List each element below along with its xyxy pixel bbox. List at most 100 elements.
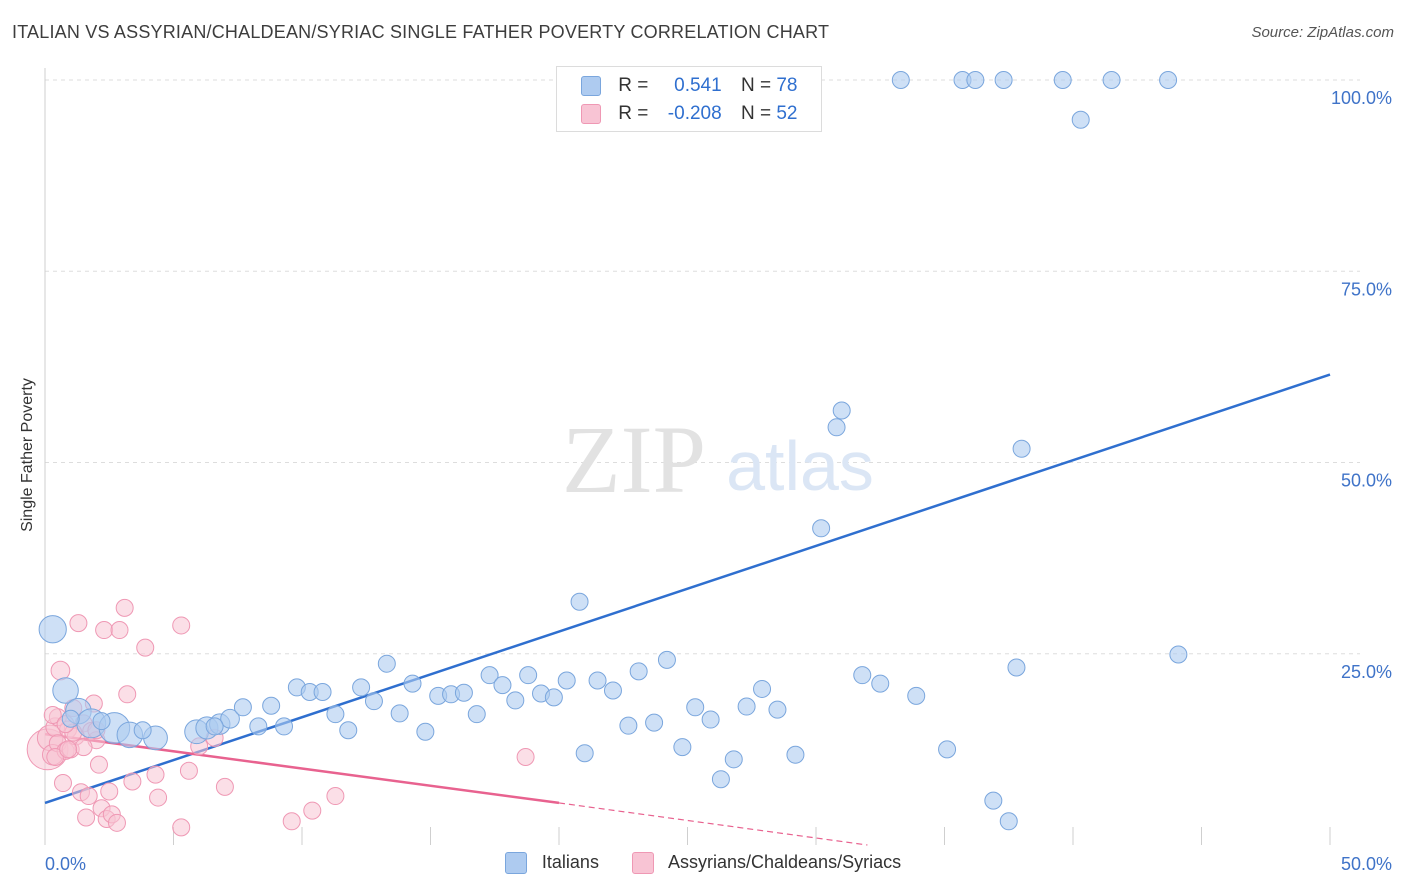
point-assyrians: [516, 748, 535, 767]
point-italians: [1071, 110, 1090, 129]
series-legend: Italians Assyrians/Chaldeans/Syriacs: [0, 852, 1406, 875]
watermark: ZIP atlas: [562, 406, 874, 513]
point-italians: [891, 71, 910, 89]
point-italians: [673, 738, 692, 757]
point-assyrians: [43, 705, 62, 724]
legend-n-label: N =: [740, 103, 772, 124]
point-italians: [645, 713, 664, 732]
point-italians: [352, 678, 371, 697]
point-italians: [1007, 658, 1026, 677]
point-italians: [588, 671, 607, 690]
legend-n-value: 52: [776, 103, 798, 124]
point-assyrians: [79, 787, 98, 806]
point-italians: [205, 717, 224, 736]
point-italians: [853, 666, 872, 685]
point-italians: [657, 650, 676, 669]
point-italians: [506, 691, 525, 710]
legend-r-label: R =: [618, 75, 649, 96]
point-italians: [711, 770, 730, 789]
point-assyrians: [69, 614, 88, 633]
legend-label-italians: Italians: [541, 852, 599, 872]
legend-r-label: R =: [618, 103, 649, 124]
point-italians: [768, 700, 787, 719]
point-italians: [519, 666, 538, 685]
point-assyrians: [95, 621, 114, 640]
point-italians: [403, 674, 422, 693]
point-italians: [557, 671, 576, 690]
point-italians: [467, 705, 486, 724]
point-italians: [262, 696, 281, 715]
point-italians: [999, 812, 1018, 831]
legend-label-assyrians: Assyrians/Chaldeans/Syriacs: [667, 852, 902, 872]
point-assyrians: [282, 812, 301, 831]
point-assyrians: [123, 772, 142, 791]
point-italians: [1012, 439, 1031, 458]
point-italians: [220, 708, 240, 729]
point-italians: [737, 697, 756, 716]
legend-swatch-italians: [504, 852, 527, 875]
point-italians: [38, 615, 67, 644]
point-assyrians: [326, 787, 345, 806]
point-assyrians: [303, 801, 322, 820]
point-assyrians: [107, 813, 126, 832]
point-italians: [619, 716, 638, 735]
point-italians: [1169, 645, 1188, 664]
point-italians: [544, 688, 563, 707]
point-italians: [61, 709, 80, 728]
legend-item-italians: Italians: [504, 852, 599, 875]
point-assyrians: [77, 808, 96, 827]
point-italians: [1102, 71, 1121, 89]
point-italians: [832, 401, 851, 420]
x-tick-label-min: 0.0%: [45, 854, 86, 874]
point-italians: [416, 722, 435, 741]
point-italians: [339, 721, 358, 740]
point-italians: [249, 717, 268, 736]
correlation-legend: R = 0.541 N = 78 R = -0.208 N = 52: [556, 66, 822, 132]
point-italians: [390, 704, 409, 723]
trend-line-assyrians-extension: [558, 802, 868, 846]
point-italians: [603, 681, 622, 700]
point-italians: [871, 674, 890, 693]
point-italians: [575, 744, 594, 763]
point-italians: [786, 745, 805, 764]
legend-swatch-italians: [581, 75, 601, 96]
point-italians: [313, 683, 332, 701]
point-italians: [377, 654, 396, 673]
point-italians: [938, 740, 957, 759]
watermark-zip: ZIP: [562, 406, 706, 513]
point-italians: [233, 698, 252, 717]
legend-r-value: -0.208: [667, 103, 722, 124]
point-italians: [1053, 71, 1072, 89]
y-tick-label: 100.0%: [1331, 88, 1392, 108]
grid-lines: [45, 79, 1360, 655]
point-assyrians: [53, 774, 72, 793]
legend-n-value: 78: [776, 75, 798, 96]
point-assyrians: [89, 755, 108, 774]
legend-row-italians: R = 0.541 N = 78: [581, 75, 797, 99]
legend-row-assyrians: R = -0.208 N = 52: [581, 103, 797, 127]
y-tick-labels: 100.0% 75.0% 50.0% 25.0%: [1331, 88, 1392, 682]
point-italians: [570, 592, 589, 611]
point-italians: [275, 717, 294, 736]
point-italians: [827, 418, 846, 437]
point-italians: [480, 666, 499, 685]
legend-r-value: 0.541: [674, 75, 722, 96]
point-italians: [966, 71, 985, 89]
point-italians: [812, 519, 831, 538]
point-italians: [52, 677, 79, 704]
point-italians: [493, 676, 512, 695]
source-credit: Source: ZipAtlas.com: [1251, 24, 1394, 41]
series-assyrians-points: [26, 598, 535, 837]
point-italians: [1159, 71, 1178, 89]
x-tick-label-max: 50.0%: [1341, 854, 1392, 874]
series-italians-points: [38, 71, 1188, 831]
legend-item-assyrians: Assyrians/Chaldeans/Syriacs: [631, 852, 902, 875]
point-italians: [907, 686, 926, 705]
point-assyrians: [215, 777, 234, 796]
x-tick-labels: 0.0% 50.0%: [45, 854, 1392, 874]
point-assyrians: [100, 782, 119, 801]
point-italians: [753, 679, 772, 698]
point-italians: [92, 712, 111, 731]
point-assyrians: [59, 740, 78, 759]
